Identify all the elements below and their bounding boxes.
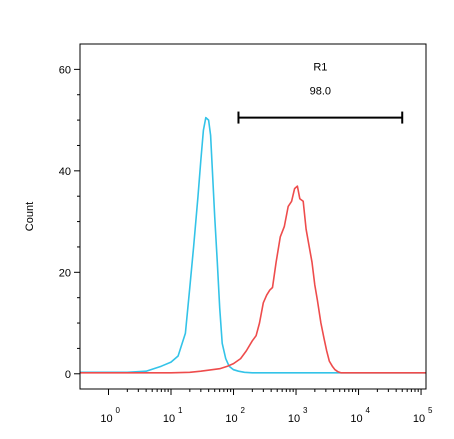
x-tick-label: 103	[288, 406, 308, 425]
y-axis-tick-marks	[74, 68, 80, 375]
x-tick-label-base: 10	[100, 413, 112, 425]
x-tick-label-exponent: 3	[303, 406, 308, 415]
x-tick-label-base: 10	[225, 413, 237, 425]
series-layer	[80, 116, 426, 374]
x-tick-label-base: 10	[413, 413, 425, 425]
x-tick-label: 10 0	[100, 406, 120, 425]
x-tick-label: 10 4	[350, 406, 370, 425]
gate-name-label: R1	[313, 62, 327, 74]
x-tick-label-base: 10	[288, 413, 300, 425]
x-tick-label: 101	[163, 406, 183, 425]
x-tick-label-exponent: 0	[116, 406, 121, 415]
x-tick-label: 105	[413, 406, 433, 425]
series-line-1	[80, 116, 426, 374]
x-tick-label-exponent: 2	[241, 406, 246, 415]
y-tick-label: 20	[59, 267, 71, 279]
x-tick-label: 10 2	[225, 406, 245, 425]
plot-frame	[79, 43, 427, 390]
x-tick-label-base: 10	[163, 413, 175, 425]
x-tick-label-exponent: 5	[428, 406, 433, 415]
y-axis-label: Count	[24, 202, 36, 231]
x-tick-label-base: 10	[350, 413, 362, 425]
x-tick-label-exponent: 4	[366, 406, 371, 415]
y-tick-label: 0	[65, 369, 71, 381]
gate-percent-label: 98.0	[310, 86, 331, 98]
y-axis-tick-labels: 0 20 40 60	[59, 64, 71, 380]
x-tick-label-exponent: 1	[178, 406, 183, 415]
series-line-2	[80, 185, 426, 374]
y-tick-label: 40	[59, 166, 71, 178]
x-axis-tick-marks	[108, 389, 422, 395]
gate-r1[interactable]: R1 98.0	[237, 62, 404, 124]
y-tick-label: 60	[59, 64, 71, 76]
